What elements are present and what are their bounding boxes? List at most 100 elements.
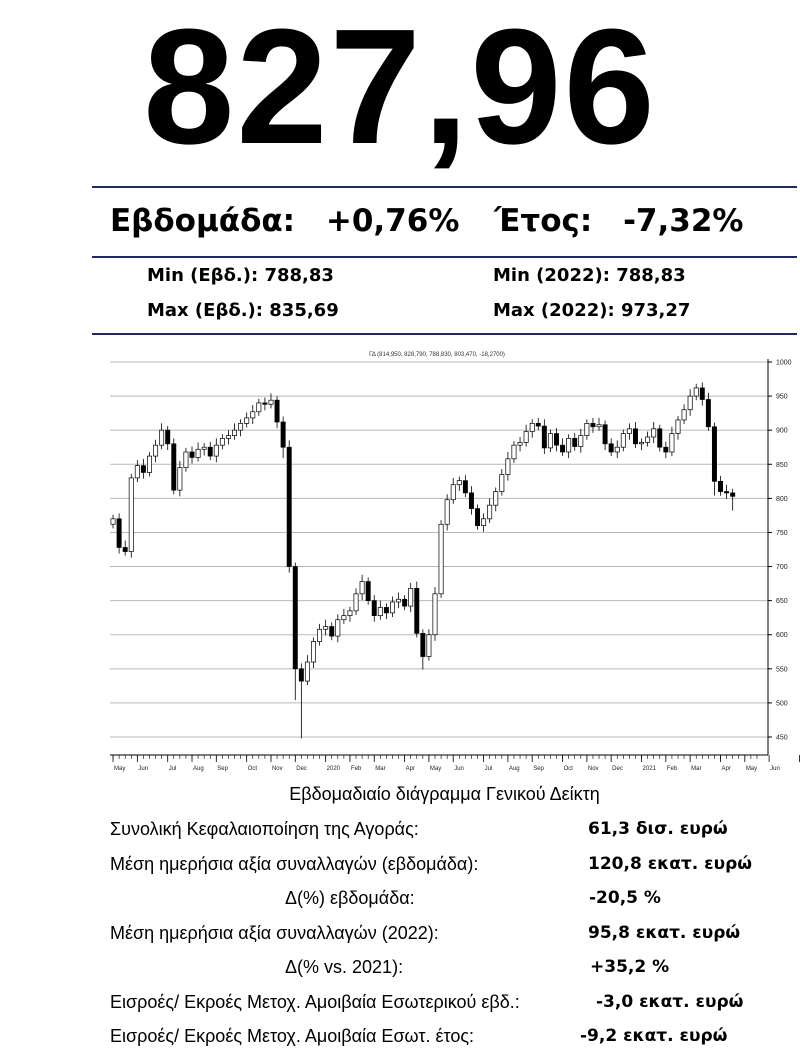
- candle-body: [365, 581, 371, 601]
- candle-body: [134, 465, 140, 479]
- candle-body: [262, 402, 268, 405]
- candle-body: [274, 399, 280, 423]
- candle-body: [396, 598, 402, 603]
- candle-body: [444, 499, 450, 525]
- candle-body: [523, 431, 529, 443]
- x-tick-label: Mar: [375, 766, 385, 772]
- candle-body: [639, 442, 645, 445]
- market-info-label: Εισροές/ Εκροές Μετοχ. Αμοιβαία Εσωτερικ…: [110, 991, 520, 1012]
- x-tick-label: Nov: [588, 766, 599, 772]
- candle-body: [554, 433, 559, 446]
- y-tick-label: 750: [776, 530, 788, 537]
- x-tick-label: Feb: [667, 766, 678, 772]
- divider-middle: [92, 256, 797, 258]
- candle-body: [468, 492, 474, 509]
- candle-body: [651, 428, 657, 438]
- candle-body: [171, 443, 177, 491]
- x-tick-label: Jun: [770, 766, 780, 772]
- candle-body: [711, 426, 717, 482]
- market-info-value: -3,0 εκατ. ευρώ: [596, 991, 744, 1012]
- x-tick-label: Apr: [722, 766, 731, 772]
- candle-body: [657, 428, 663, 448]
- performance-row: Εβδομάδα: +0,76% Έτος: -7,32%: [110, 197, 743, 245]
- candle-body: [201, 446, 207, 450]
- year-label: Έτος:: [494, 203, 593, 239]
- y-tick-label: 600: [776, 632, 788, 639]
- x-tick-label: Oct: [564, 766, 574, 772]
- x-tick-label: Sep: [533, 766, 544, 772]
- candle-body: [177, 467, 183, 491]
- candle-body: [207, 446, 213, 457]
- x-tick-label: Dec: [612, 766, 623, 772]
- market-info-value: 120,8 εκατ. ευρώ: [588, 853, 753, 874]
- candle-body: [159, 429, 165, 446]
- candle-body: [140, 465, 146, 473]
- candle-body: [317, 628, 323, 642]
- candle-body: [402, 598, 408, 607]
- candle-body: [353, 593, 359, 612]
- min-week-value: 788,83: [264, 265, 334, 286]
- min-year-stat: Min (2022): 788,83: [493, 264, 686, 288]
- candle-body: [116, 518, 122, 548]
- candle-body: [323, 626, 329, 630]
- candle-body: [730, 492, 736, 497]
- candle-body: [718, 480, 723, 492]
- chart-title: ΓΔ (814,950, 828,790, 788,830, 803,470, …: [369, 352, 505, 358]
- market-info-label: Μέση ημερήσια αξία συναλλαγών (2022):: [110, 922, 439, 943]
- market-info-value: -20,5 %: [589, 888, 661, 908]
- market-info-row: Δ(% vs. 2021): +35,2 %: [0, 953, 800, 983]
- market-info-label: Εισροές/ Εκροές Μετοχ. Αμοιβαία Εσωτ. έτ…: [110, 1026, 475, 1046]
- max-year-label: Max (2022):: [493, 300, 615, 321]
- candle-body: [414, 588, 420, 634]
- candle-body: [438, 523, 444, 595]
- candle-body: [481, 518, 487, 526]
- candle-body: [165, 429, 171, 445]
- candle-body: [390, 601, 395, 614]
- x-tick-label: Sep: [217, 766, 228, 772]
- chart-caption: Εβδομαδιαίο διάγραμμα Γενικού Δείκτη: [289, 784, 600, 804]
- max-year-stat: Max (2022): 973,27: [493, 299, 690, 323]
- market-info-row: Δ(%) εβδομάδα: -20,5 %: [0, 884, 800, 914]
- candle-body: [578, 435, 584, 447]
- candle-body: [699, 387, 705, 400]
- candle-body: [122, 547, 128, 552]
- candle-body: [347, 610, 353, 616]
- y-tick-label: 950: [776, 394, 788, 401]
- market-info-row: Συνολική Κεφαλαιοποίηση της Αγοράς: 61,3 …: [0, 815, 800, 845]
- candle-body: [408, 588, 414, 607]
- candle-body: [675, 419, 681, 434]
- market-info-label: Συνολική Κεφαλαιοποίηση της Αγοράς:: [110, 819, 419, 839]
- candle-body: [620, 433, 626, 448]
- divider-top: [92, 186, 797, 188]
- candle-body: [566, 438, 572, 453]
- candle-body: [147, 455, 152, 473]
- x-tick-label: Mar: [691, 766, 701, 772]
- candle-body: [645, 436, 651, 443]
- candle-body: [602, 424, 608, 445]
- x-tick-label: Nov: [272, 766, 283, 772]
- candle-body: [493, 491, 499, 506]
- chart-svg: ΓΔ (814,950, 828,790, 788,830, 803,470, …: [110, 352, 800, 772]
- max-week-stat: Max (Εβδ.): 835,69: [147, 299, 339, 323]
- week-label: Εβδομάδα:: [110, 203, 296, 239]
- market-info-label: Μέση ημερήσια αξία συναλλαγών (εβδομάδα)…: [110, 853, 479, 874]
- candle-body: [371, 600, 377, 616]
- x-tick-label: May: [114, 766, 125, 772]
- divider-bottom: [92, 333, 797, 335]
- candle-body: [335, 619, 341, 637]
- candle-body: [669, 433, 675, 453]
- candle-body: [529, 423, 535, 432]
- candle-body: [724, 491, 730, 494]
- candle-body: [705, 399, 711, 428]
- candle-body: [329, 626, 335, 637]
- market-info-value: +35,2 %: [590, 957, 670, 977]
- x-tick-label: Oct: [248, 766, 258, 772]
- y-tick-label: 550: [776, 666, 788, 673]
- candle-body: [304, 661, 310, 682]
- y-tick-label: 800: [776, 496, 788, 503]
- x-tick-label: Apr: [406, 766, 415, 772]
- candle-body: [499, 474, 505, 492]
- candle-body: [535, 423, 541, 427]
- candle-body: [311, 641, 316, 663]
- index-value: 827,96: [143, 0, 657, 178]
